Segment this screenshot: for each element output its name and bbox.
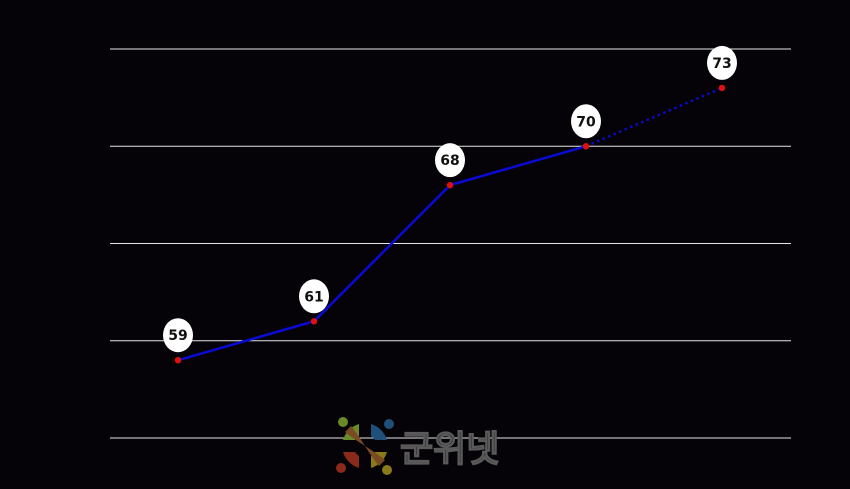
data-label-bubble	[707, 45, 737, 80]
series-line-projected	[585, 86, 723, 148]
data-point	[582, 143, 590, 150]
data-label-bubble	[299, 279, 329, 314]
data-label-text: 70	[576, 114, 596, 130]
data-label-text: 73	[712, 56, 731, 72]
data-label-bubble	[435, 143, 465, 178]
data-label-text: 59	[168, 328, 187, 344]
data-point	[718, 84, 726, 92]
data-label-text: 68	[440, 153, 459, 169]
data-label: 61	[299, 279, 329, 314]
data-point	[446, 181, 454, 189]
series-group	[177, 86, 723, 362]
data-points	[174, 84, 726, 364]
data-label-bubble	[163, 318, 193, 353]
watermark: 군위넷	[336, 417, 500, 475]
watermark-text: 군위넷	[400, 429, 499, 470]
gunwi-logo-icon	[336, 417, 394, 475]
data-point	[174, 357, 182, 364]
data-label-text: 61	[304, 289, 323, 305]
series-line	[177, 145, 587, 362]
data-labels: 59 61 68 70 73	[163, 45, 737, 353]
data-label: 68	[435, 143, 465, 178]
data-label: 59	[163, 318, 193, 353]
data-label: 73	[707, 45, 737, 80]
data-label-bubble	[571, 104, 601, 139]
data-point	[310, 318, 318, 325]
data-label: 70	[571, 104, 601, 139]
